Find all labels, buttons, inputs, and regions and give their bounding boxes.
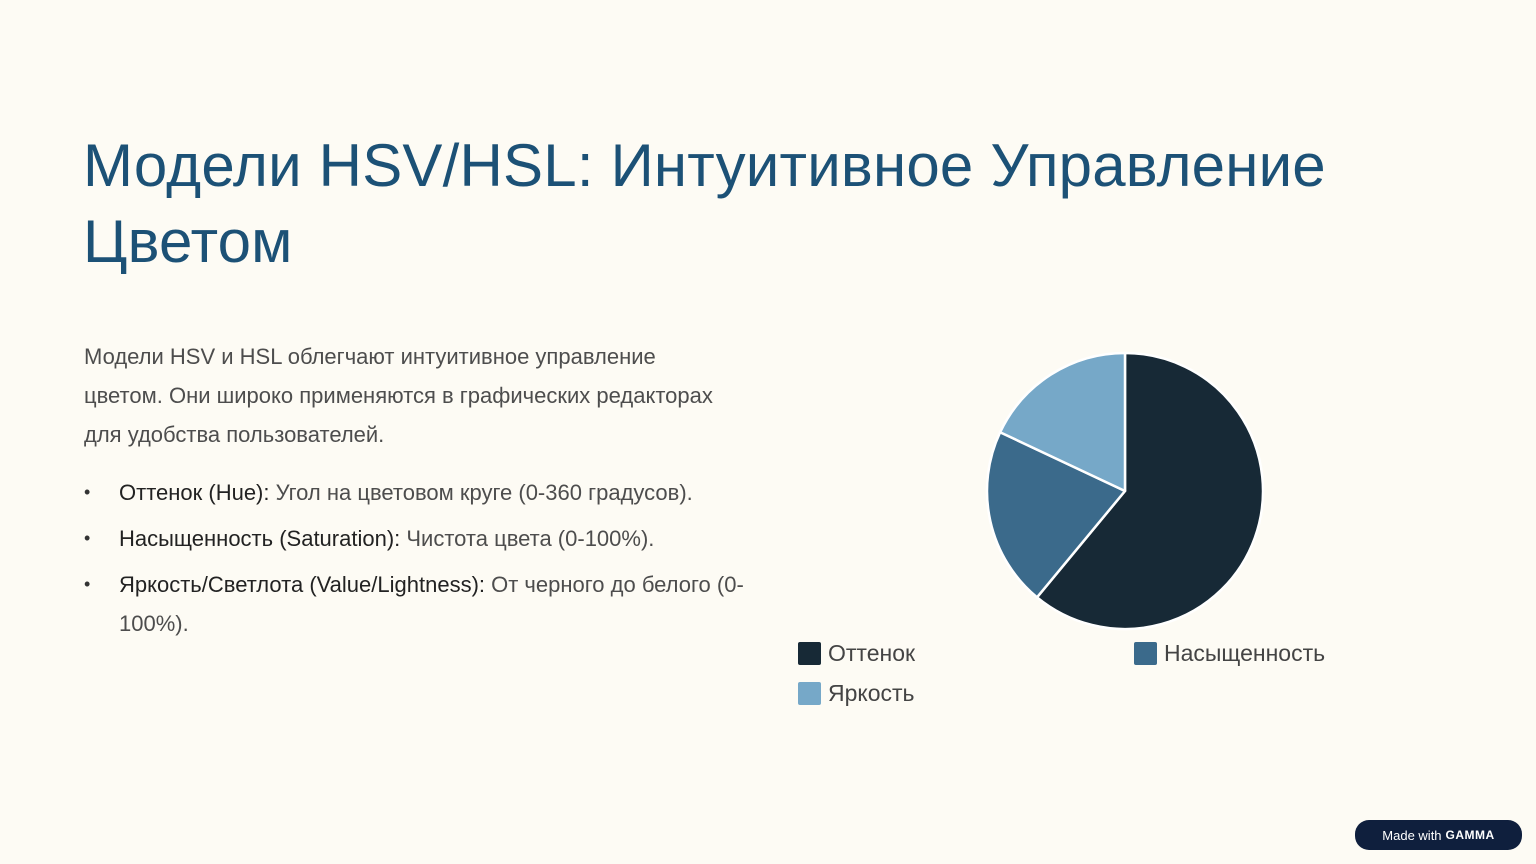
bullet-icon: • — [84, 528, 91, 548]
feature-list: • Оттенок (Hue): Угол на цветовом круге … — [84, 473, 754, 650]
pie-chart — [985, 351, 1265, 631]
intro-paragraph: Модели HSV и HSL облегчают интуитивное у… — [84, 344, 713, 447]
legend-label: Оттенок — [828, 640, 916, 666]
legend-label: Яркость — [828, 680, 915, 706]
legend-label: Насыщенность — [1164, 640, 1326, 666]
legend-item: Оттенок — [798, 640, 915, 667]
list-item-term: Яркость/Светлота (Value/Lightness): — [119, 572, 486, 597]
list-item: • Насыщенность (Saturation): Чистота цве… — [84, 519, 754, 558]
list-item-term: Насыщенность (Saturation): — [119, 526, 401, 551]
made-with-gamma-badge[interactable]: Made with GAMMA — [1355, 820, 1522, 850]
badge-label: Made with — [1382, 827, 1442, 843]
legend-swatch — [1134, 642, 1157, 665]
list-item-text: От черного до белого (0-100%). — [119, 572, 744, 636]
list-item-text: Чистота цвета (0-100%). — [400, 526, 655, 551]
slide-title: Модели HSV/HSL: Интуитивное Управление Ц… — [83, 132, 1326, 275]
list-item-term: Оттенок (Hue): — [119, 480, 270, 505]
list-item-text: Угол на цветовом круге (0-360 градусов). — [269, 480, 693, 505]
list-item: • Яркость/Светлота (Value/Lightness): От… — [84, 565, 754, 643]
legend-item: Насыщенность — [1134, 640, 1325, 667]
legend-swatch — [798, 682, 821, 705]
bullet-icon: • — [84, 482, 91, 502]
gamma-logo: GAMMA — [1445, 828, 1495, 842]
legend-swatch — [798, 642, 821, 665]
legend-item: Яркость — [798, 680, 915, 707]
bullet-icon: • — [84, 574, 91, 594]
chart-legend: Оттенок Насыщенность Яркость — [798, 636, 1358, 720]
pie-slice-3 — [998, 351, 1127, 493]
pie-slice-1 — [1035, 351, 1265, 631]
pie-slice-2 — [985, 430, 1127, 599]
list-item: • Оттенок (Hue): Угол на цветовом круге … — [84, 473, 754, 512]
